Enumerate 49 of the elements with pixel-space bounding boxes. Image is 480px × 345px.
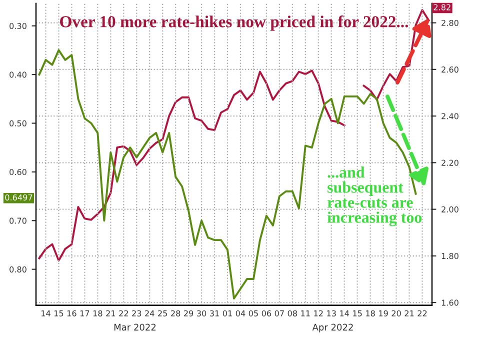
x-tick-label: 15 [353,310,362,316]
x-tick-label: 21 [106,310,116,316]
text: Over 10 more rate-hikes now priced in for 2022... [60,15,408,31]
x-tick-label: 28 [171,310,180,316]
x-tick-label: 24 [145,310,154,316]
x-tick-label: 21 [404,310,414,316]
annotation: ...and subsequent rate-cuts are increasing too [327,166,422,226]
x-tick-label: 08 [288,310,297,316]
x-tick-label: 17 [80,310,90,316]
x-tick-label: 18 [93,310,102,316]
x-tick-label: 18 [366,310,375,316]
x-tick-label: 07 [274,310,284,316]
x-tick-label: 05 [248,310,258,316]
text: 2.82 [434,4,450,10]
x-tick-label: 13 [327,310,336,316]
y2-tick-label: 2.80 [442,20,458,26]
y2-tick-label: 2.60 [442,66,458,73]
text: 0.6497 [5,194,32,200]
x-tick-label: 20 [392,310,401,316]
x-tick-label: 14 [340,310,350,316]
y2-tick-label: 1.80 [442,252,458,260]
x-tick-label: 04 [236,310,246,316]
y-tick-label: 0.40 [10,72,26,78]
y2-tick-label: 2.20 [442,160,458,166]
x-tick-label: 15 [54,310,64,316]
y2-tick-label: 2.40 [442,113,458,120]
text: Mar 2022 [114,324,156,331]
x-tick-label: 06 [262,310,272,316]
x-tick-label: 01 [222,310,232,316]
y-tick-label: 0.80 [10,266,26,272]
y-tick-label: 0.70 [10,218,26,224]
x-tick-label: 12 [314,310,323,316]
y-tick-label: 0.60 [10,168,26,176]
x-tick-label: 11 [301,310,310,316]
y2-tick-label: 2.00 [442,206,458,212]
x-tick-label: 29 [184,310,194,316]
x-tick-label: 22 [418,310,427,316]
x-tick-label: 14 [41,310,50,316]
x-tick-label: 25 [158,310,168,316]
text: Apr 2022 [312,324,353,332]
x-tick-label: 16 [67,310,76,316]
x-tick-label: 19 [379,310,388,316]
y-tick-label: 0.30 [10,22,26,30]
x-tick-label: 23 [132,310,142,316]
x-tick-label: 30 [197,310,206,316]
y-tick-label: 0.50 [10,120,26,126]
y2-tick-label: 1.60 [442,300,458,306]
x-tick-label: 22 [119,310,128,316]
x-tick-label: 31 [210,310,219,316]
